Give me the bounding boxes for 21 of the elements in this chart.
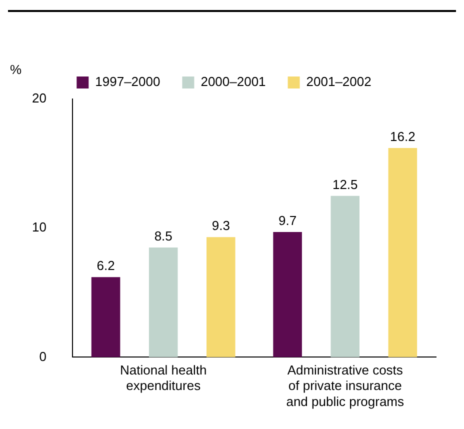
legend-label: 2001–2002 <box>306 74 372 90</box>
legend-label: 1997–2000 <box>95 74 160 90</box>
data-label: 6.2 <box>96 258 115 274</box>
y-tick-label: 0 <box>39 348 46 364</box>
y-axis-title: % <box>10 62 22 78</box>
bar <box>330 196 360 358</box>
bar <box>206 237 236 358</box>
data-label: 9.7 <box>278 213 297 228</box>
x-tick-label: National health expenditures <box>120 362 207 394</box>
bar <box>273 232 302 358</box>
y-tick-label: 20 <box>32 90 46 106</box>
data-label: 16.2 <box>390 129 416 144</box>
bar <box>388 148 418 358</box>
legend-label: 2000–2001 <box>200 74 266 90</box>
bar <box>91 277 120 358</box>
data-label: 8.5 <box>154 228 172 244</box>
x-tick-label: Administrative costs of private insurance and public programs <box>286 362 405 409</box>
bar <box>148 247 178 358</box>
data-label: 9.3 <box>212 218 230 234</box>
y-tick-label: 10 <box>32 220 46 235</box>
data-label: 12.5 <box>332 176 358 192</box>
